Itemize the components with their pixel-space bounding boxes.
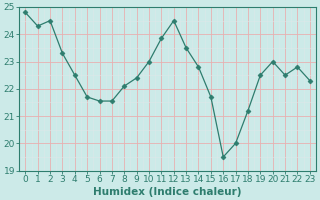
X-axis label: Humidex (Indice chaleur): Humidex (Indice chaleur): [93, 187, 242, 197]
